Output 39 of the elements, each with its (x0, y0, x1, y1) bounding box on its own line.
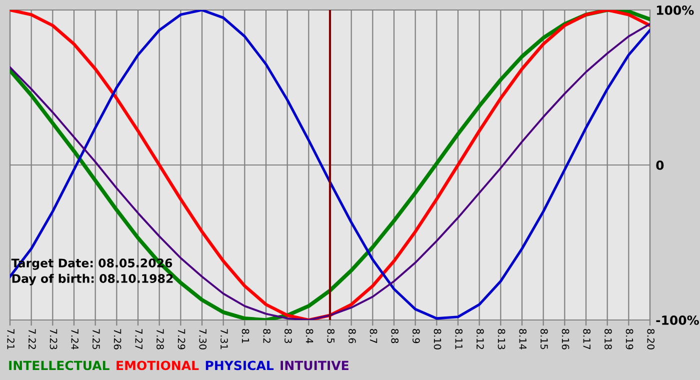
x-tick-label: 7.25 (92, 329, 100, 350)
x-tick-label: 8.7 (370, 328, 378, 343)
y-tick-label: 100% (656, 5, 694, 15)
x-tick-label: 8.15 (540, 328, 548, 350)
y-tick-label: 0 (656, 160, 664, 170)
x-tick-label: 8.5 (327, 328, 335, 343)
x-tick-label: 7.27 (135, 329, 143, 350)
x-tick-label: 7.30 (199, 329, 207, 350)
x-tick-label: 7.24 (71, 329, 79, 350)
x-tick-label: 8.4 (306, 328, 314, 344)
annotation: Day of birth: 08.10.1982 (12, 274, 173, 286)
x-tick-label: 8.13 (498, 328, 506, 350)
x-tick-label: 7.23 (50, 329, 58, 350)
x-tick-label: 7.28 (156, 329, 164, 350)
x-tick-label: 8.3 (284, 328, 292, 344)
text: INTUITIVE (280, 360, 348, 370)
x-tick-label: 8.8 (391, 328, 399, 344)
x-tick-label: 8.17 (583, 328, 591, 350)
text: EMOTIONAL (116, 360, 199, 370)
x-tick-label: 8.19 (626, 328, 634, 350)
x-tick-label: 8.6 (348, 328, 356, 344)
x-tick-label: 8.18 (604, 328, 612, 350)
x-tick-label: 8.11 (455, 328, 463, 350)
x-tick-label: 8.9 (412, 328, 420, 344)
x-tick-label: 7.31 (220, 329, 228, 350)
x-tick-label: 8.16 (562, 328, 570, 350)
x-tick-label: 8.10 (434, 328, 442, 350)
text: PHYSICAL (206, 360, 274, 370)
x-tick-label: 8.20 (647, 328, 655, 350)
x-tick-label: 8.14 (519, 328, 527, 350)
text: INTELLECTUAL (9, 360, 110, 370)
x-tick-label: 7.26 (114, 329, 122, 350)
y-tick-label: -100% (656, 315, 699, 325)
x-tick-label: 8.1 (242, 328, 250, 343)
x-tick-label: 7.22 (28, 329, 36, 350)
x-tick-label: 8.12 (476, 328, 484, 350)
x-tick-label: 7.29 (178, 329, 186, 350)
x-tick-label: 8.2 (263, 328, 271, 343)
x-tick-label: 7.21 (7, 329, 15, 350)
